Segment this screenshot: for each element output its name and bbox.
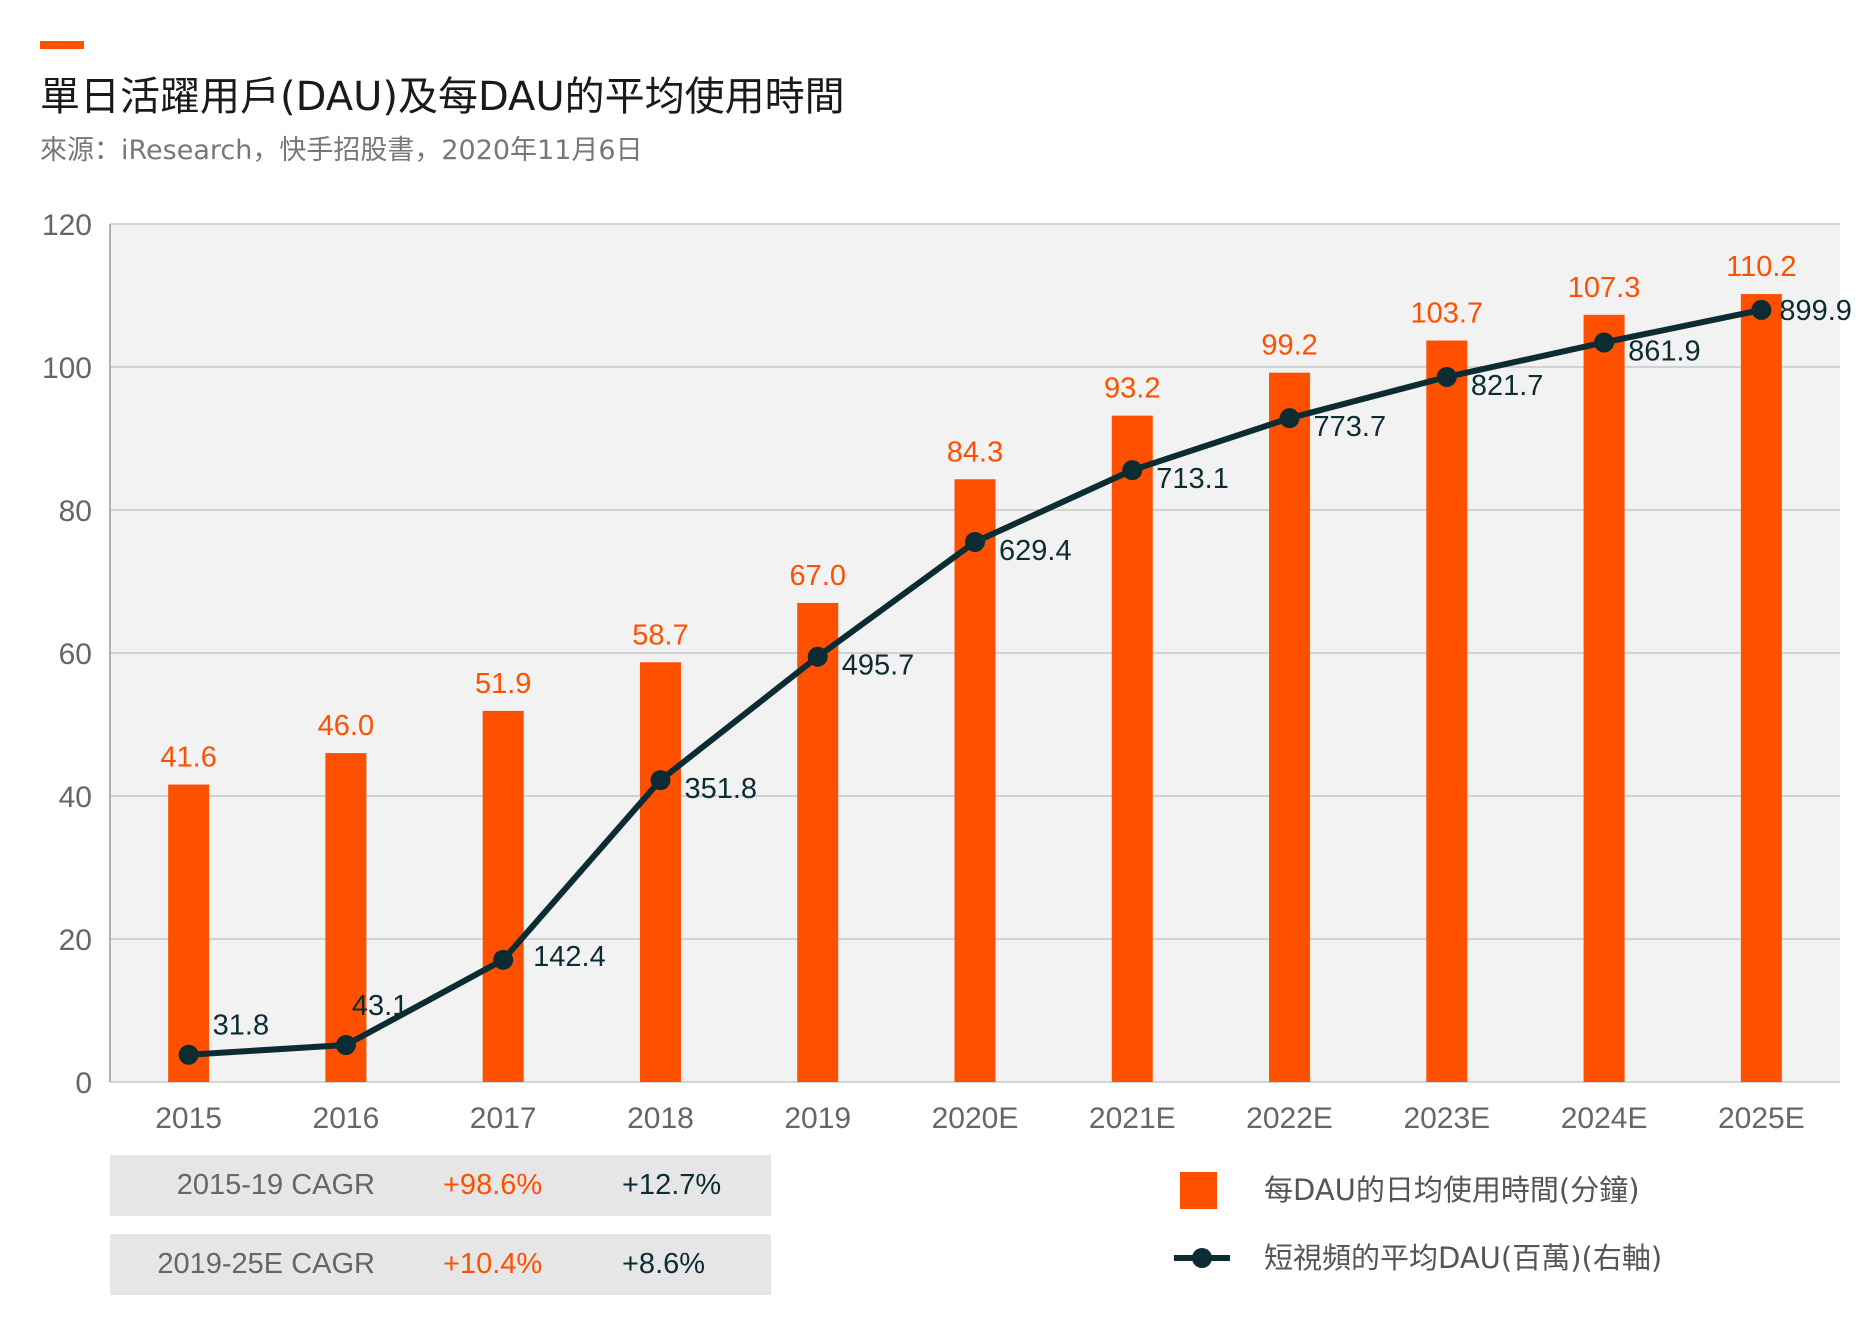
cagr-bar-growth: +10.4% [443,1248,543,1280]
y-tick-label: 40 [59,781,92,814]
x-tick-label: 2023E [1403,1102,1490,1135]
bar [954,479,996,1082]
bar-value-label: 67.0 [790,560,846,592]
chart-title: 單日活躍用戶(DAU)及每DAU的平均使用時間 [40,74,845,120]
bar [1426,340,1468,1082]
bar-value-label: 107.3 [1568,272,1641,304]
line-point [1436,366,1457,387]
bar [639,662,681,1082]
bar-value-label: 103.7 [1411,298,1484,330]
line-point [178,1044,199,1065]
bar-value-label: 51.9 [475,668,531,700]
bar [1740,294,1782,1082]
line-value-label: 821.7 [1471,370,1544,402]
line-value-label: 861.9 [1628,335,1701,367]
bar [797,602,839,1082]
line-value-label: 773.7 [1314,411,1387,443]
title-accent-bar [40,41,84,49]
y-tick-label: 20 [59,924,92,957]
x-tick-label: 2016 [313,1102,380,1135]
line-value-label: 495.7 [842,650,915,682]
line-value-label: 629.4 [999,535,1072,567]
line-point [650,770,671,791]
line-value-label: 142.4 [533,941,606,973]
line-value-label: 713.1 [1156,463,1229,495]
line-value-label: 899.9 [1779,295,1852,327]
line-point [1122,460,1143,481]
line-point [965,531,985,552]
cagr-bar-growth: +98.6% [443,1169,543,1201]
cagr-label: 2019-25E CAGR [157,1248,375,1280]
bar [1111,415,1153,1082]
x-tick-label: 2025E [1718,1102,1805,1135]
chart-subtitle: 來源：iResearch，快手招股書，2020年11月6日 [40,135,643,166]
cagr-line-growth: +12.7% [622,1169,722,1201]
x-tick-label: 2019 [784,1102,851,1135]
bar [1583,314,1625,1082]
line-point [335,1035,356,1056]
bar [482,710,524,1082]
y-tick-label: 100 [42,352,92,385]
line-point [1594,332,1615,353]
bar [1269,372,1311,1083]
bar-value-label: 41.6 [160,742,216,774]
legend-bar-swatch [1180,1172,1217,1209]
x-tick-label: 2015 [155,1102,222,1135]
bar-value-label: 58.7 [632,619,688,651]
y-tick-label: 0 [75,1067,92,1100]
x-tick-label: 2022E [1246,1102,1333,1135]
x-tick-label: 2020E [932,1102,1019,1135]
line-value-label: 31.8 [213,1010,269,1042]
y-tick-label: 120 [42,209,92,242]
bar [325,753,367,1082]
x-tick-label: 2021E [1089,1102,1176,1135]
bar [168,784,210,1082]
line-point [1751,299,1772,320]
cagr-line-growth: +8.6% [622,1248,706,1280]
y-tick-label: 80 [59,495,92,528]
cagr-row-2019-25e: 2019-25E CAGR +10.4% +8.6% [110,1234,771,1295]
x-tick-label: 2024E [1561,1102,1648,1135]
line-value-label: 43.1 [352,990,408,1022]
x-tick-label: 2018 [627,1102,694,1135]
y-tick-label: 60 [59,638,92,671]
x-tick-label: 2017 [470,1102,537,1135]
bar-value-label: 84.3 [947,436,1003,468]
bar-value-label: 93.2 [1104,373,1160,405]
bar-value-label: 46.0 [318,710,374,742]
line-point [493,949,514,970]
legend-label-bar: 每DAU的日均使用時間(分鐘) [1264,1173,1640,1207]
bar-value-label: 99.2 [1261,330,1317,362]
cagr-row-2015-19: 2015-19 CAGR +98.6% +12.7% [110,1155,771,1216]
line-point [807,646,828,667]
line-point [1279,408,1300,429]
combo-chart: 0 20 40 60 80 100 120 41.6 46.0 51.9 58.7 67.0 84.3 9… [42,209,1852,1135]
legend-line-swatch [1174,1248,1230,1268]
bar-value-label: 110.2 [1726,251,1796,283]
cagr-label: 2015-19 CAGR [176,1169,375,1201]
line-value-label: 351.8 [684,773,757,805]
legend-label-line: 短視頻的平均DAU(百萬)(右軸) [1264,1241,1663,1275]
